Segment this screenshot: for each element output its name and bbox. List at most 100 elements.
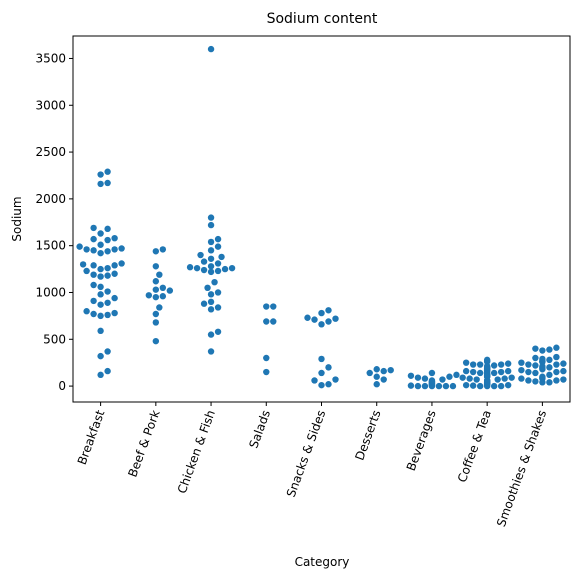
data-point xyxy=(152,337,160,345)
data-point xyxy=(111,262,118,269)
data-point xyxy=(111,309,118,317)
data-point xyxy=(532,369,539,377)
data-point xyxy=(311,377,318,384)
data-point xyxy=(546,371,553,379)
data-point xyxy=(414,382,422,390)
data-point xyxy=(207,247,215,254)
data-point xyxy=(494,376,501,383)
data-point xyxy=(466,375,473,382)
data-point xyxy=(207,348,215,355)
data-point xyxy=(546,379,553,386)
data-point xyxy=(421,375,429,382)
data-point xyxy=(428,377,436,384)
data-point xyxy=(497,382,505,390)
data-point xyxy=(483,363,491,370)
data-point xyxy=(373,373,380,380)
data-point xyxy=(159,284,167,292)
data-point xyxy=(90,271,97,278)
data-point xyxy=(560,360,567,367)
data-point xyxy=(380,367,387,375)
data-point xyxy=(532,378,539,385)
data-point xyxy=(104,168,111,175)
data-point xyxy=(476,369,484,377)
data-point xyxy=(83,308,90,315)
data-point xyxy=(156,271,163,278)
data-point xyxy=(553,377,560,384)
data-point xyxy=(104,288,111,295)
data-point xyxy=(490,382,498,390)
data-point xyxy=(76,243,83,250)
data-point xyxy=(97,371,104,379)
data-point xyxy=(476,382,484,390)
data-point xyxy=(525,368,532,376)
y-axis: 0 500 1000 1500 2000 2500 3000 3500 xyxy=(35,51,73,393)
data-point xyxy=(152,286,160,293)
data-point xyxy=(197,251,204,259)
data-point xyxy=(152,319,160,326)
y-tick-label: 3000 xyxy=(35,98,66,112)
data-point xyxy=(186,264,194,271)
data-point xyxy=(373,381,380,388)
data-point xyxy=(435,382,443,390)
data-point xyxy=(104,248,111,255)
data-point xyxy=(325,307,332,314)
data-point xyxy=(459,374,466,381)
data-point xyxy=(553,353,560,361)
data-point xyxy=(525,361,532,368)
data-point xyxy=(90,297,97,305)
data-point xyxy=(304,314,311,321)
data-point xyxy=(207,238,215,246)
data-point xyxy=(504,381,512,389)
data-point xyxy=(497,361,505,368)
data-point xyxy=(311,316,318,323)
data-point xyxy=(90,247,97,254)
data-point xyxy=(104,264,111,272)
data-point xyxy=(90,310,97,318)
y-tick-label: 2000 xyxy=(35,192,66,206)
data-point xyxy=(263,318,270,325)
data-point xyxy=(90,224,97,232)
data-point xyxy=(539,355,546,363)
data-point xyxy=(270,303,277,310)
data-point xyxy=(152,263,160,270)
data-point xyxy=(97,273,104,280)
data-point xyxy=(90,262,97,269)
data-point xyxy=(469,361,477,368)
data-point xyxy=(449,382,457,390)
y-tick-label: 500 xyxy=(43,332,66,346)
data-point xyxy=(462,381,470,389)
data-point xyxy=(200,300,208,307)
data-point xyxy=(214,289,222,296)
data-point xyxy=(204,284,211,292)
data-point xyxy=(228,264,236,272)
data-point xyxy=(104,179,111,187)
data-point xyxy=(318,309,325,317)
data-point xyxy=(366,369,373,377)
data-point xyxy=(207,255,215,262)
data-point xyxy=(104,272,111,279)
data-point xyxy=(318,381,325,389)
data-point xyxy=(518,359,525,366)
data-point xyxy=(104,367,111,375)
data-point xyxy=(214,260,222,267)
data-point xyxy=(428,369,436,377)
data-point xyxy=(104,225,111,233)
data-point xyxy=(553,368,560,376)
data-point xyxy=(532,345,539,352)
data-point xyxy=(97,283,104,291)
data-point xyxy=(221,265,229,273)
data-point xyxy=(504,367,512,375)
data-point xyxy=(539,363,546,370)
data-point xyxy=(218,253,225,261)
data-point xyxy=(518,375,525,382)
data-point xyxy=(453,371,460,379)
data-point xyxy=(97,171,104,178)
data-point xyxy=(318,355,325,363)
data-point xyxy=(504,360,512,367)
data-point xyxy=(539,347,546,354)
data-point xyxy=(214,243,222,250)
data-point xyxy=(207,298,215,306)
data-point xyxy=(469,368,477,376)
data-point xyxy=(145,292,153,299)
